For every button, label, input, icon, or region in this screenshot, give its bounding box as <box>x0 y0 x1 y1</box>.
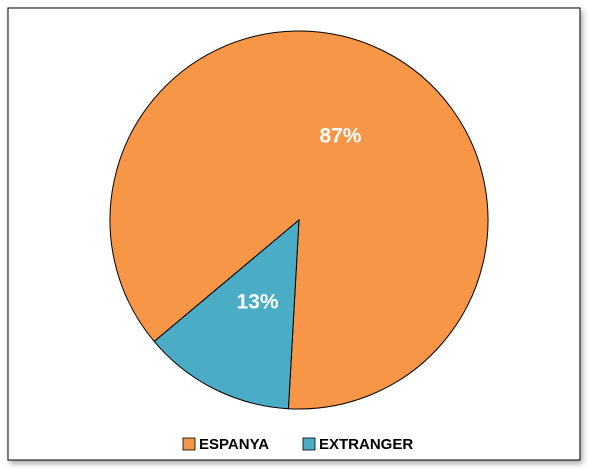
data-label: 13% <box>237 290 279 313</box>
legend-label: ESPANYA <box>199 436 269 453</box>
pie-slice <box>153 218 300 410</box>
data-label: 87% <box>319 125 361 148</box>
legend-swatch <box>302 437 316 451</box>
legend-label: EXTRANGER <box>319 436 413 453</box>
legend-swatch <box>182 437 196 451</box>
